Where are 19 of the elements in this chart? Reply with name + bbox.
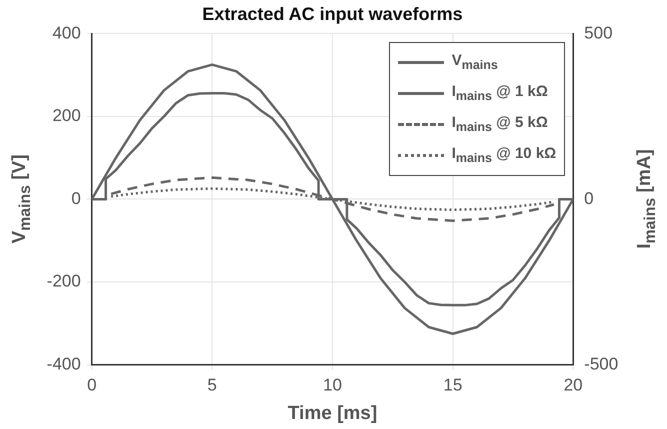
legend-label: I$_{mains}$ @ 1 kΩ (452, 83, 548, 104)
x-tick-label: 15 (443, 376, 462, 395)
y-tick-label: 0 (71, 188, 81, 208)
y2-tick-label: 500 (584, 23, 613, 42)
legend-label: I$_{mains}$ @ 5 kΩ (452, 114, 548, 134)
y2-tick-label: 0 (584, 188, 594, 208)
x-tick-label: 20 (564, 376, 583, 395)
chart-title: Extracted AC input waveforms (202, 4, 463, 24)
x-tick-label: 5 (207, 376, 217, 395)
x-tick-label: 0 (87, 376, 97, 395)
y-tick-label: 200 (52, 106, 81, 126)
y-tick-label: -200 (46, 272, 81, 291)
y-tick-label: -400 (46, 354, 81, 374)
legend-label: V$_{mains}$ (452, 52, 498, 72)
legend-label: I$_{mains}$ @ 10 kΩ (452, 145, 556, 166)
x-tick-label: 10 (323, 376, 342, 395)
x-axis-title: Time [ms] (288, 402, 378, 424)
y-tick-label: 400 (52, 23, 81, 42)
y2-tick-label: -500 (584, 354, 618, 374)
